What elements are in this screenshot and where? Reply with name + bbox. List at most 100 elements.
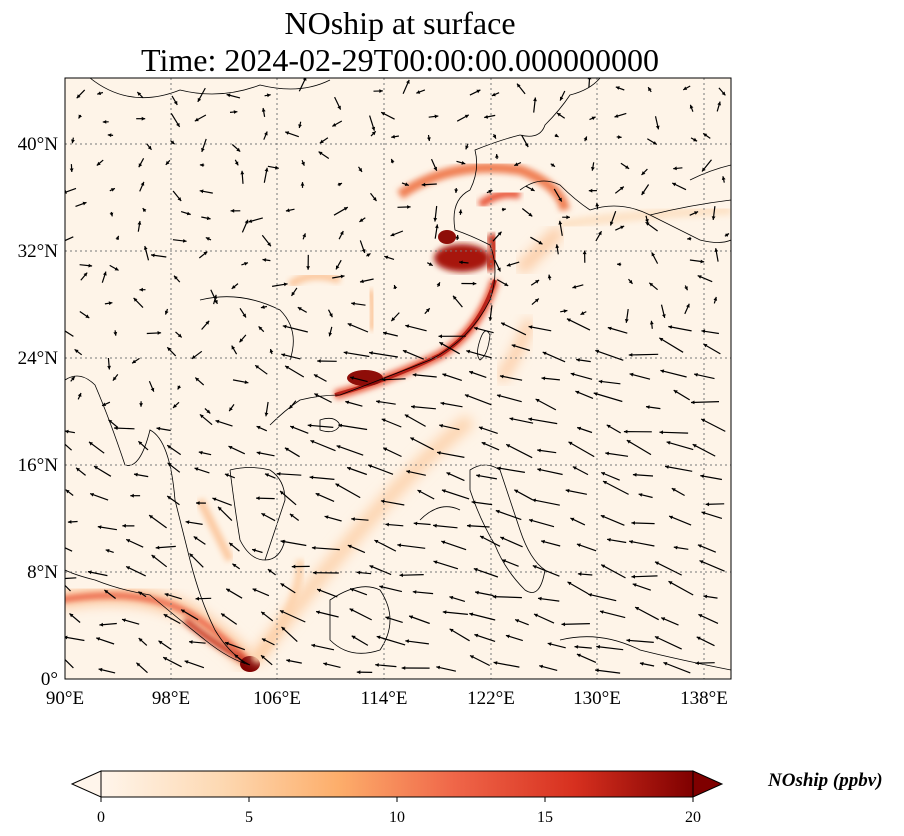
wind-vector bbox=[442, 611, 468, 615]
wind-vector-arrowhead bbox=[233, 110, 238, 114]
wind-vector-arrowhead bbox=[371, 131, 376, 136]
wind-vector-arrowhead bbox=[195, 377, 200, 382]
wind-vector-arrowhead bbox=[441, 540, 446, 545]
wind-vector-arrowhead bbox=[563, 309, 568, 313]
wind-vector-arrowhead bbox=[199, 189, 204, 194]
wind-vector-arrowhead bbox=[577, 572, 582, 576]
wind-vector-arrowhead bbox=[136, 662, 141, 667]
wind-vector-arrowhead bbox=[442, 610, 447, 615]
wind-vector-arrowhead bbox=[289, 513, 294, 518]
wind-vector-arrowhead bbox=[697, 544, 702, 548]
wind-vector-arrowhead bbox=[668, 325, 673, 329]
wind-vector bbox=[537, 468, 563, 476]
wind-vector-arrowhead bbox=[436, 665, 441, 670]
wind-vector-arrowhead bbox=[683, 86, 688, 90]
wind-vector-arrowhead bbox=[336, 265, 340, 270]
wind-vector-arrowhead bbox=[338, 423, 343, 428]
wind-vector-arrowhead bbox=[399, 573, 403, 578]
wind-vector-arrowhead bbox=[236, 147, 241, 152]
wind-vector-arrowhead bbox=[289, 404, 293, 409]
wind-vector bbox=[441, 489, 470, 500]
wind-vector-arrowhead bbox=[102, 402, 107, 406]
wind-vector-arrowhead bbox=[361, 249, 366, 253]
wind-vector bbox=[346, 466, 368, 476]
wind-vector bbox=[433, 524, 458, 529]
wind-vector-arrowhead bbox=[170, 140, 175, 145]
wind-vector bbox=[336, 445, 364, 456]
wind-vector-arrowhead bbox=[319, 139, 324, 144]
wind-vector-arrowhead bbox=[262, 258, 267, 262]
lat-tick-label: 24°N bbox=[18, 348, 59, 369]
wind-vector bbox=[568, 441, 595, 458]
wind-vector-arrowhead bbox=[649, 282, 654, 287]
wind-vector bbox=[699, 560, 725, 572]
wind-vector-arrowhead bbox=[198, 450, 203, 455]
wind-vector-arrowhead bbox=[693, 137, 698, 142]
wind-vector-arrowhead bbox=[699, 560, 704, 564]
wind-vector-arrowhead bbox=[186, 211, 191, 216]
wind-vector-arrowhead bbox=[383, 331, 387, 336]
wind-vector bbox=[469, 654, 490, 667]
wind-vector-arrowhead bbox=[614, 114, 619, 118]
wind-vector bbox=[605, 452, 629, 457]
wind-vector-arrowhead bbox=[402, 350, 407, 354]
wind-vector-arrowhead bbox=[663, 662, 668, 666]
wind-vector-arrowhead bbox=[360, 279, 364, 284]
wind-vector-arrowhead bbox=[311, 643, 316, 648]
wind-vector-arrowhead bbox=[406, 469, 411, 474]
wind-vector-arrowhead bbox=[76, 94, 81, 99]
wind-vector-arrowhead bbox=[417, 490, 422, 494]
wind-vector-arrowhead bbox=[314, 393, 319, 397]
wind-vector-arrowhead bbox=[570, 372, 575, 377]
wind-vector-arrowhead bbox=[356, 670, 361, 675]
wind-vector bbox=[598, 380, 621, 385]
wind-vector-arrowhead bbox=[285, 365, 290, 370]
wind-vector bbox=[500, 322, 527, 336]
wind-vector-arrowhead bbox=[632, 472, 637, 477]
wind-vector bbox=[600, 514, 625, 526]
wind-vector-arrowhead bbox=[96, 161, 101, 166]
wind-vector-arrowhead bbox=[164, 310, 169, 315]
wind-vector-arrowhead bbox=[281, 626, 286, 631]
wind-vector-arrowhead bbox=[595, 668, 599, 673]
wind-vector bbox=[628, 353, 659, 356]
wind-vector-arrowhead bbox=[692, 444, 697, 448]
wind-vector bbox=[628, 540, 655, 547]
wind-vector-arrowhead bbox=[133, 297, 138, 302]
wind-vector-arrowhead bbox=[199, 163, 204, 167]
wind-vector-arrowhead bbox=[625, 165, 630, 169]
wind-vector-arrowhead bbox=[338, 182, 342, 187]
wind-vector-arrowhead bbox=[437, 451, 441, 455]
wind-vector-arrowhead bbox=[141, 116, 146, 121]
wind-vector bbox=[658, 337, 684, 353]
wind-vector-arrowhead bbox=[130, 493, 134, 498]
wind-vector-arrowhead bbox=[105, 549, 110, 553]
wind-vector-arrowhead bbox=[226, 588, 231, 593]
wind-vector bbox=[65, 584, 71, 592]
wind-vector-arrowhead bbox=[572, 285, 577, 289]
wind-vector-arrowhead bbox=[269, 349, 274, 353]
wind-vector-arrowhead bbox=[537, 448, 541, 453]
wind-vector-arrowhead bbox=[108, 301, 113, 306]
wind-vector-arrowhead bbox=[167, 347, 172, 352]
wind-vector-arrowhead bbox=[458, 209, 463, 214]
wind-vector-arrowhead bbox=[506, 263, 511, 267]
wind-vector-arrowhead bbox=[328, 332, 333, 337]
wind-vector-arrowhead bbox=[425, 308, 430, 313]
wind-vector-arrowhead bbox=[309, 475, 314, 480]
wind-vector bbox=[496, 394, 522, 403]
wind-vector-arrowhead bbox=[195, 596, 199, 601]
wind-vector-arrowhead bbox=[438, 334, 442, 339]
wind-vector bbox=[380, 500, 405, 506]
wind-vector-arrowhead bbox=[492, 594, 497, 599]
wind-vector bbox=[125, 565, 146, 577]
wind-vector-arrowhead bbox=[631, 521, 635, 525]
wind-vector-arrowhead bbox=[668, 581, 673, 585]
wind-vector-arrowhead bbox=[139, 403, 143, 407]
wind-vector bbox=[528, 519, 555, 528]
wind-vector-arrowhead bbox=[698, 614, 703, 618]
wind-vector-arrowhead bbox=[560, 96, 564, 101]
wind-vector-arrowhead bbox=[97, 91, 102, 95]
wind-vector bbox=[284, 365, 305, 378]
wind-vector-arrowhead bbox=[256, 496, 260, 501]
